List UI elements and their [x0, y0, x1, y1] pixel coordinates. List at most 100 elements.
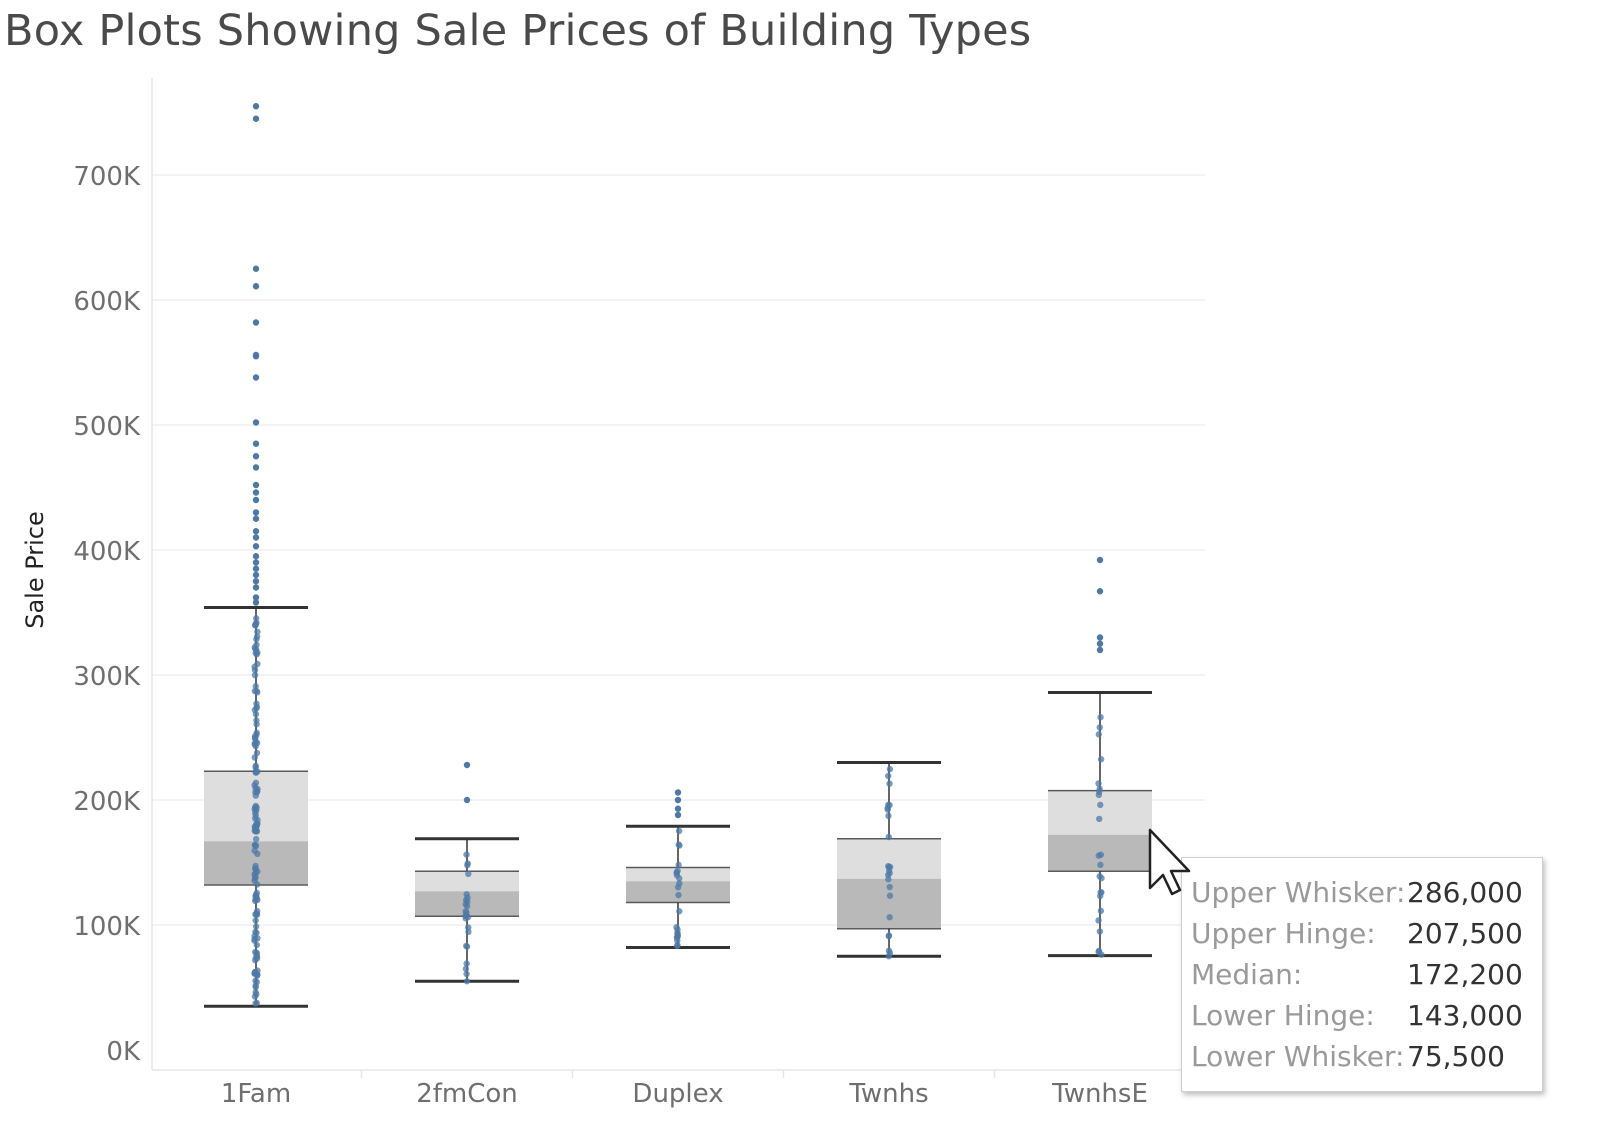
data-point [1095, 791, 1103, 799]
outlier-point [1096, 634, 1104, 641]
data-point [253, 892, 260, 900]
data-point [254, 881, 261, 888]
data-point [1098, 874, 1105, 882]
data-point [463, 970, 470, 978]
data-point [252, 710, 260, 718]
data-point [1095, 852, 1102, 859]
box-upper-half [415, 871, 519, 892]
data-point [251, 827, 258, 834]
outlier-point [252, 599, 260, 606]
outlier-point [1096, 556, 1104, 564]
outlier-point [252, 453, 260, 460]
outlier-point [252, 496, 260, 504]
outlier-point [252, 543, 260, 550]
y-tick-label: 700K [73, 162, 141, 192]
data-point [1095, 917, 1102, 924]
tooltip-value: 207,500 [1407, 917, 1523, 950]
outlier-point [252, 584, 260, 591]
tooltip-value: 172,200 [1407, 958, 1523, 991]
outlier-point [252, 103, 260, 110]
data-point [251, 865, 259, 872]
data-point [673, 872, 681, 879]
data-point [253, 687, 260, 695]
data-point [675, 841, 682, 848]
mouse-cursor-icon [1148, 828, 1191, 896]
data-point [674, 942, 681, 950]
x-tick-label: 1Fam [221, 1079, 291, 1109]
box-tooltip: Upper Whisker: 286,000 Upper Hinge: 207,… [1181, 857, 1543, 1092]
tooltip-label: Median: [1191, 958, 1303, 991]
data-point [1096, 928, 1104, 935]
outlier-point [252, 440, 260, 447]
data-point [252, 788, 259, 796]
tooltip-value: 143,000 [1407, 999, 1523, 1032]
data-point [253, 619, 260, 626]
data-point [1097, 907, 1105, 915]
data-point [675, 861, 682, 869]
data-point [252, 683, 259, 690]
outlier-point [252, 489, 260, 496]
data-point [1095, 948, 1102, 956]
data-point [253, 999, 260, 1007]
outlier-point [252, 571, 260, 579]
outlier-point [252, 559, 260, 566]
x-tick-label: TwnhsE [1051, 1079, 1148, 1109]
data-point [676, 908, 683, 915]
outlier-point [252, 115, 260, 122]
outlier-point [674, 811, 682, 819]
data-point [253, 636, 260, 643]
data-point [1097, 861, 1104, 869]
outlier-point [252, 419, 260, 426]
data-point [464, 861, 471, 869]
data-point [463, 960, 470, 967]
chart-title: Box Plots Showing Sale Prices of Buildin… [4, 6, 1032, 56]
tooltip-value: 286,000 [1407, 876, 1523, 909]
tooltip-value: 75,500 [1407, 1040, 1505, 1073]
data-point [253, 950, 260, 957]
data-point [251, 841, 259, 848]
y-tick-label: 100K [73, 912, 141, 942]
outlier-point [252, 515, 260, 522]
data-point [1097, 801, 1104, 809]
y-tick-label: 0K [106, 1037, 141, 1067]
data-point [676, 880, 683, 887]
y-tick-label: 400K [73, 537, 141, 567]
data-point [463, 851, 470, 858]
outlier-point [252, 481, 260, 489]
data-point [251, 671, 259, 679]
data-point [251, 937, 258, 944]
data-point [252, 870, 259, 877]
data-point [1095, 731, 1102, 738]
outlier-point [674, 805, 682, 812]
data-point [886, 869, 893, 877]
y-tick-label: 200K [73, 787, 141, 817]
data-point [886, 765, 894, 773]
data-point [253, 749, 261, 757]
outlier-point [252, 594, 260, 601]
outlier-point [252, 319, 260, 326]
outlier-point [252, 265, 260, 272]
data-point [884, 804, 891, 812]
data-point [252, 989, 259, 996]
outlier-point [674, 789, 682, 796]
data-point [465, 870, 472, 878]
data-point [885, 933, 893, 940]
outlier-point [1096, 588, 1104, 595]
data-point [253, 717, 260, 724]
data-point [253, 929, 260, 937]
data-point [252, 923, 260, 930]
outlier-point [252, 553, 260, 560]
outlier-point [1096, 646, 1104, 654]
y-tick-label: 600K [73, 287, 141, 317]
data-point [462, 912, 469, 920]
data-point [1096, 892, 1104, 900]
y-tick-label: 300K [73, 662, 141, 692]
tooltip-label: Lower Hinge: [1191, 999, 1375, 1032]
data-point [462, 908, 469, 915]
data-point [1096, 815, 1103, 823]
data-point [254, 768, 261, 775]
outlier-point [252, 509, 260, 516]
y-tick-label: 500K [73, 412, 141, 442]
data-point [251, 663, 258, 671]
outlier-point [252, 578, 260, 585]
